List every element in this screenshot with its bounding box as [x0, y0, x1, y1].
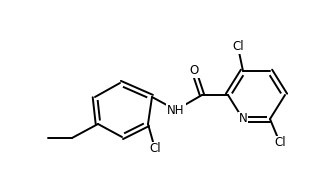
Text: NH: NH [167, 104, 185, 116]
Text: Cl: Cl [274, 136, 286, 149]
Text: Cl: Cl [232, 40, 244, 53]
Text: Cl: Cl [149, 143, 161, 156]
Text: O: O [189, 64, 199, 77]
Text: N: N [239, 112, 247, 125]
